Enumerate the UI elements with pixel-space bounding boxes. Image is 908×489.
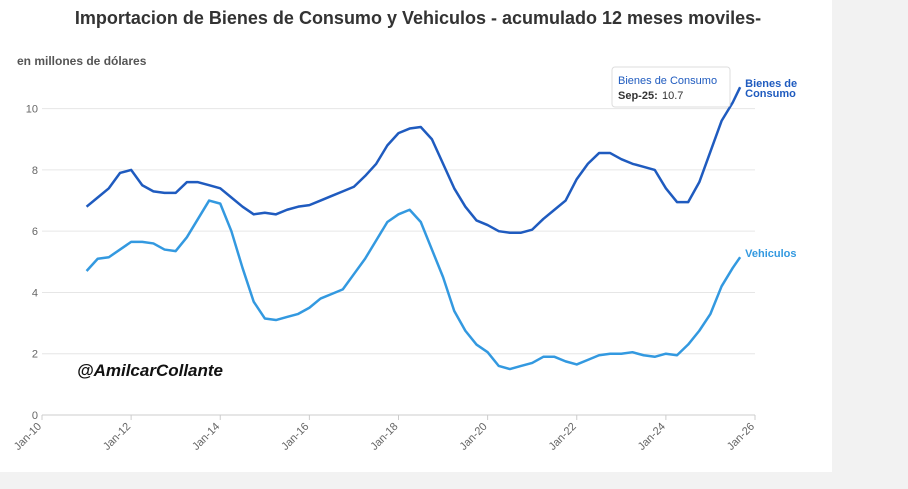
y-tick-label: 4 bbox=[32, 287, 38, 299]
tooltip: Bienes de Consumo Sep-25: 10.7 bbox=[611, 66, 731, 108]
series-end-label: Bienes de Consumo bbox=[745, 79, 798, 101]
tooltip-label: Sep-25: bbox=[618, 90, 658, 102]
series-label: Vehiculos bbox=[745, 249, 797, 261]
tooltip-box bbox=[611, 66, 731, 108]
watermark: @AmilcarCollante bbox=[77, 361, 223, 380]
tooltip-title: Bienes de Consumo bbox=[618, 75, 717, 87]
series-line bbox=[85, 86, 742, 234]
y-axis-label: en millones de dólares bbox=[17, 54, 147, 68]
y-tick-label: 2 bbox=[32, 349, 38, 361]
y-tick-label: 8 bbox=[32, 165, 38, 177]
tooltip-value: 10.7 bbox=[662, 90, 683, 102]
series-label: Bienes de Consumo bbox=[745, 79, 798, 101]
chart-title: Importacion de Bienes de Consumo y Vehic… bbox=[75, 8, 761, 28]
y-tick-label: 6 bbox=[32, 226, 38, 238]
series-end-label: Vehiculos bbox=[745, 249, 797, 261]
y-tick-label: 10 bbox=[26, 104, 38, 116]
series-line bbox=[85, 199, 742, 371]
y-tick-label: 0 bbox=[32, 410, 38, 422]
